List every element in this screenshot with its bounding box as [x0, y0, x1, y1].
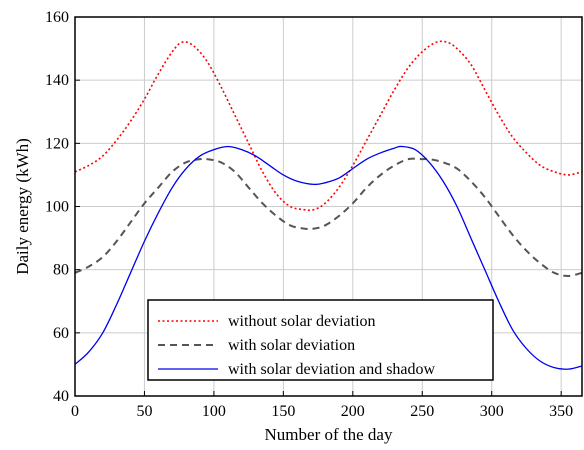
legend-label-2: with solar deviation: [228, 337, 355, 354]
x-tick-label: 250: [410, 403, 434, 420]
y-tick-label: 100: [45, 199, 69, 216]
series-line-3: [75, 145, 582, 370]
y-tick-label: 120: [45, 135, 69, 152]
y-tick-label: 60: [53, 325, 69, 342]
legend: without solar deviation with solar deviat…: [147, 299, 494, 381]
x-tick-label: 300: [480, 403, 504, 420]
x-tick-label: 0: [71, 403, 79, 420]
grid: [74, 16, 582, 397]
series-group: [75, 40, 582, 370]
y-tick-label: 160: [45, 9, 69, 26]
x-tick-label: 150: [271, 403, 295, 420]
series-line-1: [75, 40, 582, 212]
legend-box: [147, 299, 494, 381]
series-line-2: [75, 157, 582, 277]
y-tick-label: 140: [45, 72, 69, 89]
x-tick-label: 50: [136, 403, 152, 420]
y-axis-label: Daily energy (kWh): [13, 138, 32, 275]
x-axis-label: Number of the day: [265, 425, 393, 444]
y-tick-label: 80: [53, 262, 69, 279]
x-tick-label: 350: [549, 403, 573, 420]
ticks: 0 50 100 150 200 250 300 350 40 60 80 100 120 140 160: [45, 9, 573, 420]
y-tick-label: 40: [53, 388, 69, 405]
x-tick-label: 200: [341, 403, 365, 420]
x-tick-label: 100: [202, 403, 226, 420]
legend-label-3: with solar deviation and shadow: [228, 361, 436, 378]
legend-label-1: without solar deviation: [228, 313, 376, 330]
